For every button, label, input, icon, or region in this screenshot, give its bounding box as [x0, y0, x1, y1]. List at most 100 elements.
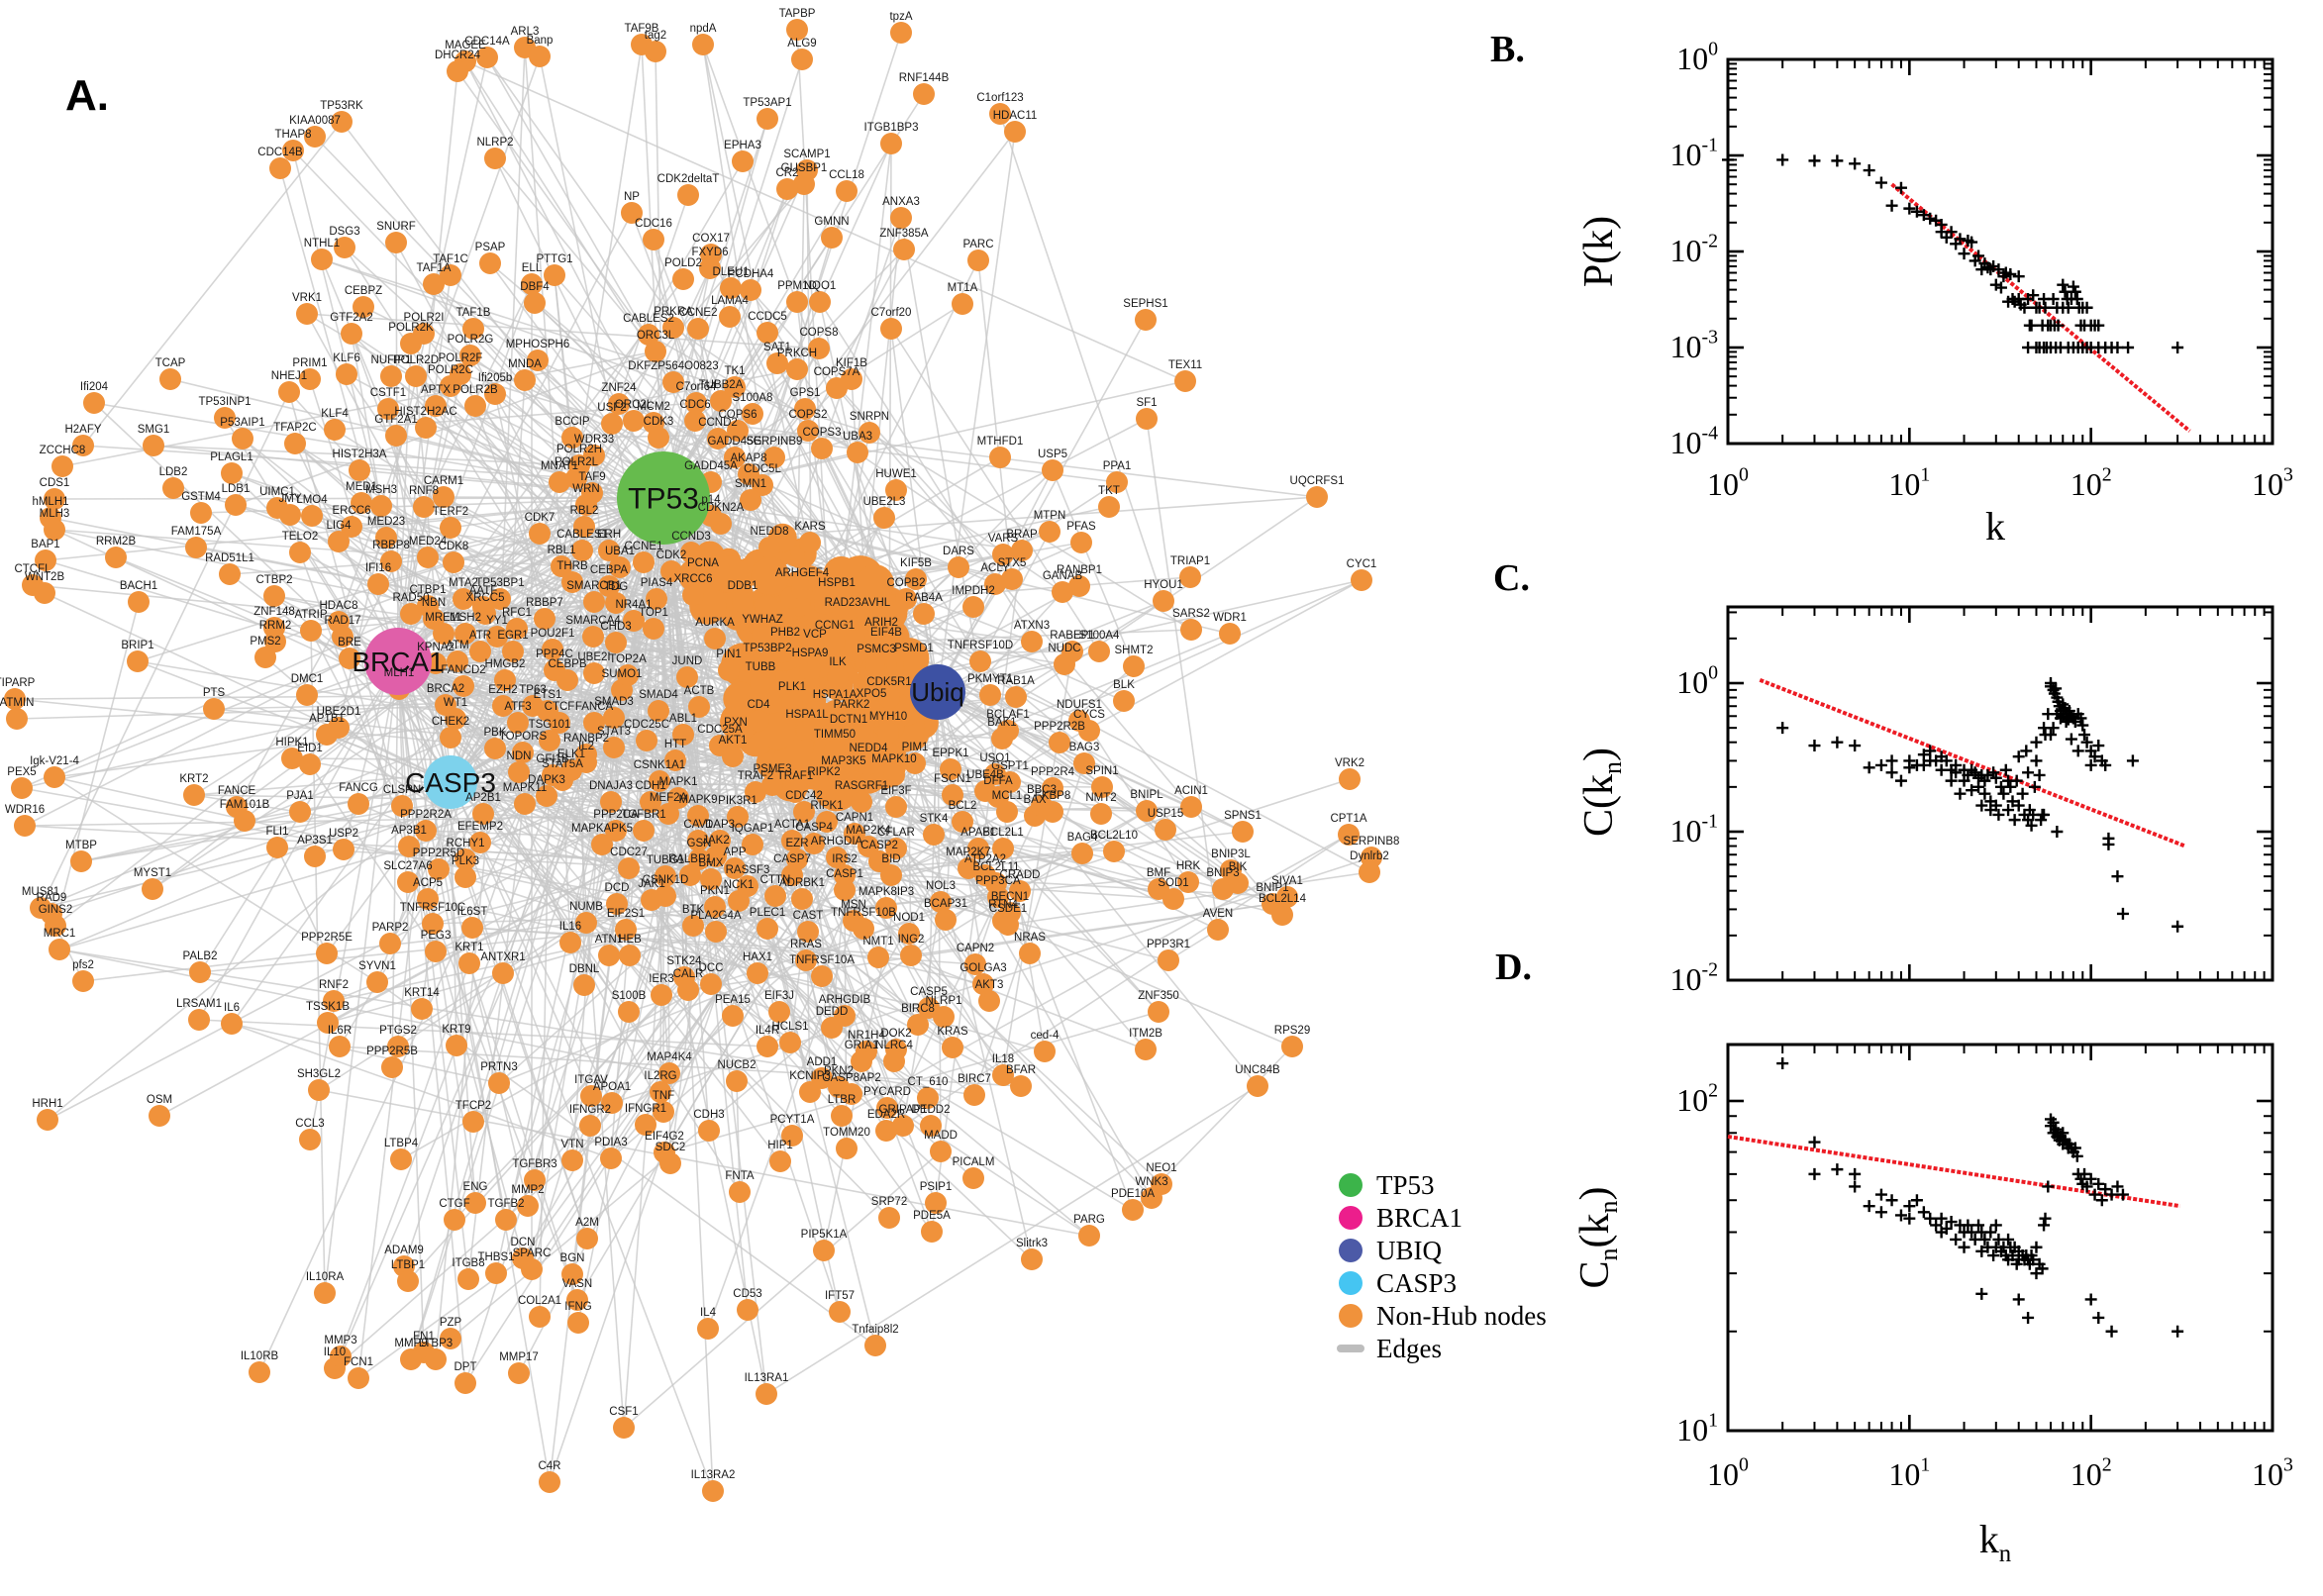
network-node-label: TOP2A — [609, 653, 647, 665]
network-node — [643, 618, 664, 640]
network-node-label: HTT — [664, 739, 686, 750]
data-point — [1874, 1188, 1887, 1201]
network-node-label: BBC3 — [1027, 784, 1057, 796]
network-node-label: PRIM1 — [292, 357, 327, 369]
network-node-label: HIST2H3A — [333, 449, 387, 460]
network-node-label: AKT1 — [719, 735, 748, 747]
hub-label-ubiq: Ubiq — [911, 677, 963, 707]
network-node — [615, 919, 637, 941]
network-node-label: RAB4A — [905, 592, 943, 604]
network-node — [963, 1084, 985, 1106]
network-node — [605, 592, 627, 614]
network-node-label: PRKCH — [777, 348, 817, 359]
network-node-label: USP5 — [1038, 449, 1067, 460]
data-point — [2105, 1188, 2118, 1201]
data-point — [1981, 768, 1994, 781]
network-node-label: TOP1 — [639, 607, 668, 619]
data-point — [1863, 761, 1875, 774]
network-node-label: RRAS — [790, 939, 822, 950]
network-node-label: BTK — [682, 904, 705, 916]
network-node-label: SOD1 — [1158, 877, 1188, 889]
network-node-label: CT_610 — [908, 1076, 949, 1088]
network-node-label: BRE — [338, 637, 361, 648]
network-node — [330, 1346, 352, 1367]
network-node — [992, 838, 1014, 859]
network-node-label: IFI16 — [365, 562, 391, 574]
network-node-label: ELL — [522, 262, 543, 274]
network-node-label: Slitrk3 — [1016, 1238, 1048, 1249]
svg-text:102: 102 — [2070, 1454, 2112, 1492]
network-node-label: DCC — [699, 962, 724, 974]
network-node — [1338, 824, 1360, 846]
network-node — [488, 1072, 510, 1094]
network-node-label: BCCIP — [555, 416, 589, 428]
network-node — [829, 1301, 851, 1323]
network-node — [1212, 878, 1234, 900]
network-node-label: PIAS4 — [641, 577, 673, 589]
network-node-label: PBK — [483, 727, 506, 739]
network-node-label: UBE2L3 — [863, 496, 906, 508]
network-node-label: UBA1 — [605, 546, 635, 557]
network-node-label: TNFRSF10D — [948, 640, 1013, 651]
data-point — [2080, 1180, 2093, 1193]
network-node-label: S100B — [612, 990, 647, 1002]
network-node-label: IL10RB — [241, 1350, 279, 1362]
network-node-label: EIF4G2 — [645, 1131, 684, 1143]
network-node-label: MAGEE — [445, 40, 486, 51]
network-node-label: IL4 — [700, 1307, 717, 1319]
network-node-label: AURKA — [695, 617, 735, 629]
network-node-label: MAP3K5 — [821, 755, 865, 767]
network-node — [699, 257, 721, 279]
data-point — [2016, 787, 2029, 800]
network-edge — [663, 1011, 1160, 1153]
data-point — [2084, 758, 2097, 771]
network-node — [1122, 1199, 1144, 1221]
network-node-label: EZH2 — [488, 684, 517, 696]
network-node — [323, 990, 345, 1012]
network-node — [390, 1148, 412, 1170]
network-node-label: IQGAP1 — [732, 823, 774, 835]
network-node — [1136, 408, 1158, 430]
network-node-label: THBS1 — [477, 1251, 514, 1263]
network-node — [858, 422, 880, 444]
network-edge — [82, 121, 343, 447]
data-point — [2006, 1249, 2019, 1262]
network-node — [579, 1115, 601, 1137]
network-node-label: HSPA1L — [785, 709, 829, 721]
svg-text:103: 103 — [2252, 1454, 2293, 1492]
network-node — [149, 1105, 170, 1127]
network-node — [72, 435, 94, 456]
network-edge — [54, 601, 140, 927]
network-node-label: NR1H4 — [848, 1030, 885, 1042]
network-node-label: ATF3 — [504, 701, 531, 713]
network-node — [1207, 919, 1229, 941]
network-node-label: SMN1 — [735, 478, 766, 490]
network-node — [724, 376, 746, 398]
network-edge — [662, 497, 671, 1164]
network-node-label: SMAD3 — [594, 696, 634, 708]
network-node-label: GUSBP1 — [781, 162, 828, 174]
network-node-label: PIK3R1 — [718, 795, 758, 807]
data-point — [1966, 784, 1978, 797]
data-point — [1940, 754, 1953, 767]
network-node — [476, 47, 498, 68]
network-node-label: IMPDH2 — [952, 585, 994, 597]
network-node — [264, 631, 286, 652]
network-node — [1179, 566, 1201, 588]
data-point — [1903, 1200, 1916, 1213]
network-edge — [198, 1019, 768, 1047]
network-node — [680, 542, 702, 563]
network-node — [385, 425, 407, 447]
network-node — [331, 111, 353, 133]
network-node-label: MYH10 — [869, 711, 907, 723]
network-node-label: WRN — [572, 483, 599, 495]
network-node-label: RAD9 — [37, 892, 67, 904]
network-node — [524, 292, 546, 314]
network-edge — [999, 113, 1164, 602]
network-node — [1010, 1075, 1032, 1097]
network-node — [571, 540, 593, 561]
network-edge — [397, 660, 741, 1193]
network-node — [411, 998, 433, 1020]
network-node-label: ACTA1 — [774, 819, 810, 831]
data-point — [1924, 212, 1937, 225]
